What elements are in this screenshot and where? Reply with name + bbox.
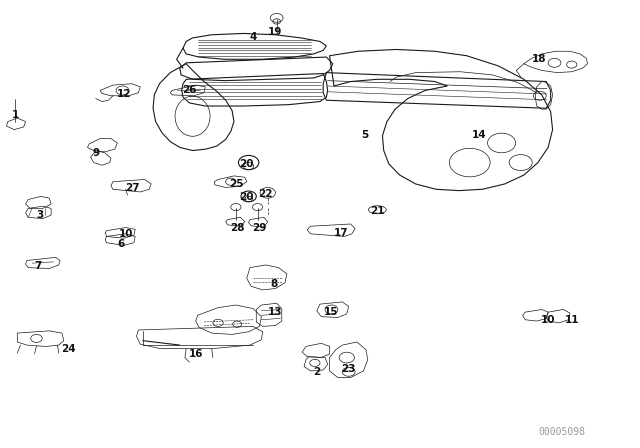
Text: 22: 22 bbox=[259, 189, 273, 199]
Text: 23: 23 bbox=[341, 364, 356, 374]
Text: 17: 17 bbox=[333, 228, 348, 238]
Text: 21: 21 bbox=[370, 206, 385, 215]
Text: 4: 4 bbox=[250, 32, 257, 42]
Text: 24: 24 bbox=[61, 344, 76, 353]
Text: 5: 5 bbox=[361, 130, 368, 140]
Text: 8: 8 bbox=[271, 279, 278, 289]
Text: 00005098: 00005098 bbox=[539, 427, 586, 437]
Text: 15: 15 bbox=[324, 307, 339, 317]
Text: 1: 1 bbox=[12, 110, 19, 120]
Text: 6: 6 bbox=[118, 239, 125, 249]
Text: 19: 19 bbox=[268, 27, 283, 37]
Text: 27: 27 bbox=[125, 183, 140, 194]
Text: 9: 9 bbox=[92, 148, 99, 158]
Text: 11: 11 bbox=[564, 315, 579, 325]
Text: 10: 10 bbox=[541, 315, 556, 325]
Text: 13: 13 bbox=[268, 307, 283, 317]
Text: 26: 26 bbox=[182, 86, 196, 95]
Text: 20: 20 bbox=[239, 192, 254, 202]
Text: 25: 25 bbox=[228, 179, 243, 189]
Text: 10: 10 bbox=[119, 229, 134, 239]
Text: 20: 20 bbox=[239, 159, 254, 169]
Text: 18: 18 bbox=[531, 54, 546, 64]
Text: 3: 3 bbox=[36, 210, 44, 220]
Text: 2: 2 bbox=[313, 367, 321, 377]
Text: 7: 7 bbox=[35, 261, 42, 271]
Text: 28: 28 bbox=[230, 224, 244, 233]
Text: 14: 14 bbox=[472, 130, 486, 140]
Text: 16: 16 bbox=[189, 349, 203, 359]
Text: 29: 29 bbox=[252, 224, 267, 233]
Text: 12: 12 bbox=[117, 89, 132, 99]
